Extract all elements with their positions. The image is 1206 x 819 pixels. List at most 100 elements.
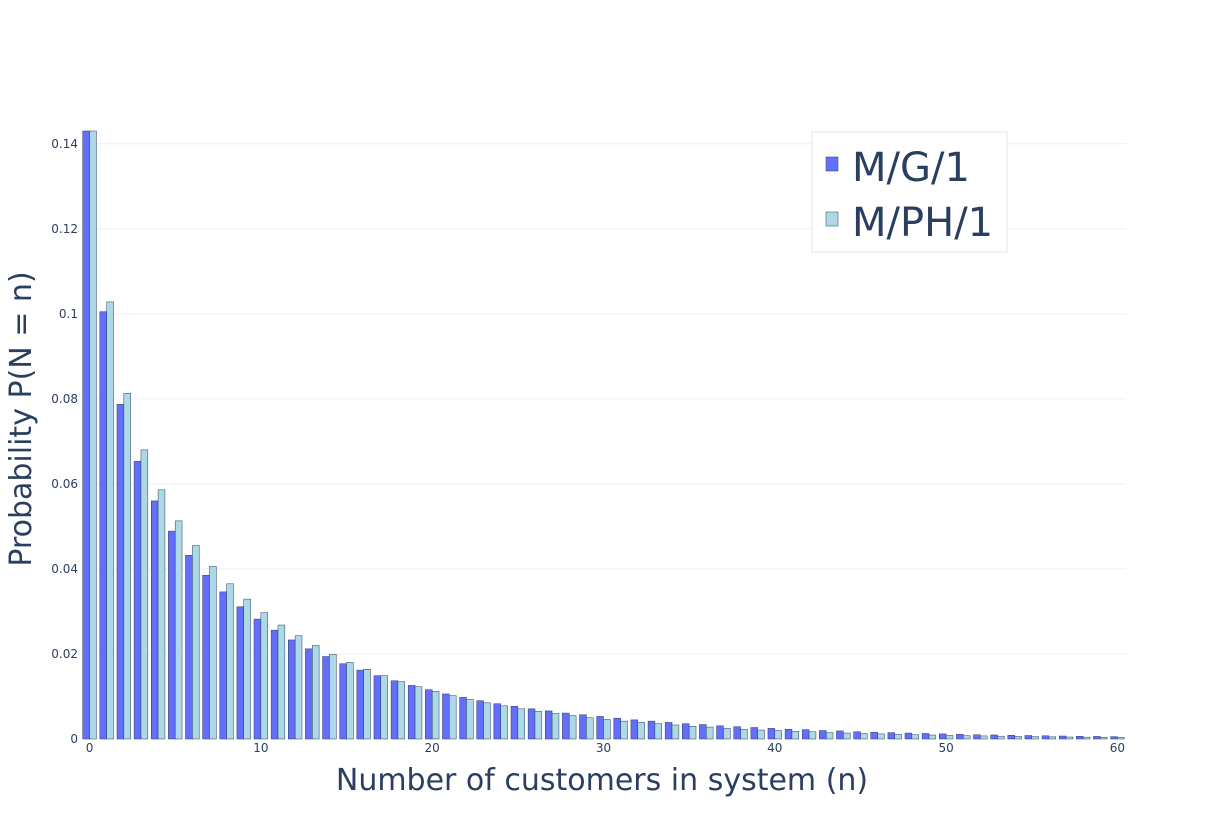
bar-mg1 — [510, 706, 519, 740]
bar-mph1 — [277, 624, 286, 740]
bar-mg1 — [1041, 735, 1050, 740]
bar-mph1 — [1048, 736, 1057, 740]
bar-mph1 — [1065, 736, 1074, 740]
bar-mph1 — [123, 393, 131, 740]
y-tick-label: 0.02 — [51, 647, 78, 661]
legend-item-mph1[interactable]: M/PH/1 — [825, 200, 993, 246]
bar-mg1 — [442, 693, 450, 740]
bar-mph1 — [586, 717, 594, 740]
bar-mg1 — [185, 555, 193, 740]
bar-mg1 — [288, 639, 296, 740]
bar-mg1 — [870, 731, 878, 740]
bar-mph1 — [825, 732, 834, 740]
bar-mph1 — [723, 728, 731, 740]
x-tick-label: 30 — [596, 741, 611, 755]
bar-mg1 — [613, 717, 621, 740]
y-tick-label: 0.08 — [51, 392, 78, 406]
bar-mg1 — [82, 130, 90, 740]
y-tick-label: 0 — [70, 732, 78, 746]
bar-mph1 — [466, 699, 474, 740]
x-tick-label: 50 — [938, 741, 953, 755]
bar-mph1 — [226, 583, 234, 740]
bar-mph1 — [877, 733, 885, 740]
bar-mph1 — [483, 702, 491, 740]
bar-mph1 — [551, 713, 560, 740]
bar-mph1 — [911, 734, 919, 740]
bar-mph1 — [329, 654, 337, 740]
bar-mph1 — [1082, 736, 1091, 740]
x-tick-label: 0 — [86, 741, 94, 755]
bar-mph1 — [808, 731, 817, 740]
bar-mg1 — [647, 720, 656, 740]
bar-mph1 — [568, 715, 577, 740]
bar-mg1 — [750, 727, 758, 740]
legend[interactable]: M/G/1 M/PH/1 — [811, 131, 1008, 253]
bar-mph1 — [620, 720, 628, 740]
bar-mph1 — [431, 691, 440, 740]
bar-mg1 — [956, 734, 964, 740]
bar-mg1 — [390, 680, 399, 740]
bar-mg1 — [939, 733, 947, 740]
y-tick-label: 0.06 — [51, 477, 78, 491]
x-tick-label: 20 — [425, 741, 440, 755]
bar-mph1 — [671, 724, 680, 740]
bars — [82, 130, 1125, 740]
bar-mph1 — [294, 635, 303, 740]
bar-mph1 — [1117, 737, 1125, 740]
bar-mph1 — [740, 728, 748, 740]
bar-mph1 — [1100, 737, 1108, 740]
bar-mg1 — [973, 734, 981, 740]
bar-mph1 — [517, 708, 525, 740]
bar-mph1 — [791, 731, 800, 740]
bar-mg1 — [1058, 735, 1067, 740]
bar-mg1 — [202, 575, 210, 740]
bar-mg1 — [150, 500, 159, 740]
bar-mph1 — [997, 735, 1005, 740]
bar-mph1 — [860, 733, 868, 740]
bar-mg1 — [133, 461, 142, 740]
bar-mg1 — [836, 730, 844, 740]
x-tick-label: 10 — [253, 741, 268, 755]
bar-mg1 — [270, 629, 279, 740]
bar-mph1 — [260, 612, 268, 740]
bar-mg1 — [219, 591, 227, 740]
bar-mph1 — [1014, 736, 1022, 740]
y-tick-label: 0.14 — [51, 137, 78, 151]
bar-mg1 — [1110, 736, 1118, 740]
bar-mg1 — [476, 700, 484, 740]
bar-mph1 — [140, 449, 149, 740]
bar-mg1 — [990, 734, 998, 740]
bar-mg1 — [425, 689, 433, 740]
bar-mg1 — [579, 714, 587, 740]
x-tick-label: 60 — [1110, 741, 1125, 755]
bar-mg1 — [853, 731, 861, 740]
bar-mph1 — [843, 732, 851, 740]
bar-mph1 — [414, 686, 423, 740]
bar-mph1 — [963, 735, 971, 740]
bar-mph1 — [928, 734, 937, 740]
y-axis-title: Probability P(N = n) — [4, 271, 39, 566]
bar-mph1 — [449, 695, 457, 740]
bar-mg1 — [767, 728, 776, 740]
bar-mg1 — [1007, 735, 1015, 740]
bar-mph1 — [312, 645, 320, 740]
gridlines — [81, 143, 1126, 655]
bar-mg1 — [339, 663, 347, 740]
bar-mg1 — [784, 728, 793, 740]
legend-box — [811, 131, 1008, 253]
legend-item-mg1[interactable]: M/G/1 — [825, 145, 970, 191]
bar-mph1 — [106, 301, 114, 740]
bar-mg1 — [664, 722, 673, 740]
bar-mg1 — [459, 697, 467, 740]
bar-mg1 — [253, 618, 262, 740]
bar-mph1 — [397, 681, 406, 740]
bar-mg1 — [373, 675, 382, 740]
bar-mph1 — [1031, 736, 1039, 740]
legend-label-mph1: M/PH/1 — [852, 200, 993, 246]
bar-mph1 — [174, 520, 183, 740]
bar-mph1 — [980, 735, 988, 740]
bar-mg1 — [630, 719, 639, 740]
bar-mg1 — [733, 726, 741, 740]
bar-mg1 — [682, 723, 690, 740]
legend-swatch-mg1 — [825, 156, 839, 172]
